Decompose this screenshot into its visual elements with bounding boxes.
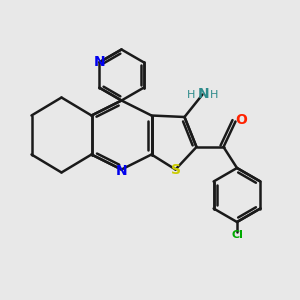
Text: S: S <box>170 163 181 176</box>
Text: Cl: Cl <box>231 230 243 240</box>
Text: H: H <box>187 89 195 100</box>
Text: N: N <box>198 88 210 101</box>
Text: H: H <box>210 89 219 100</box>
Text: O: O <box>235 113 247 127</box>
Text: N: N <box>94 55 105 69</box>
Text: N: N <box>116 164 127 178</box>
